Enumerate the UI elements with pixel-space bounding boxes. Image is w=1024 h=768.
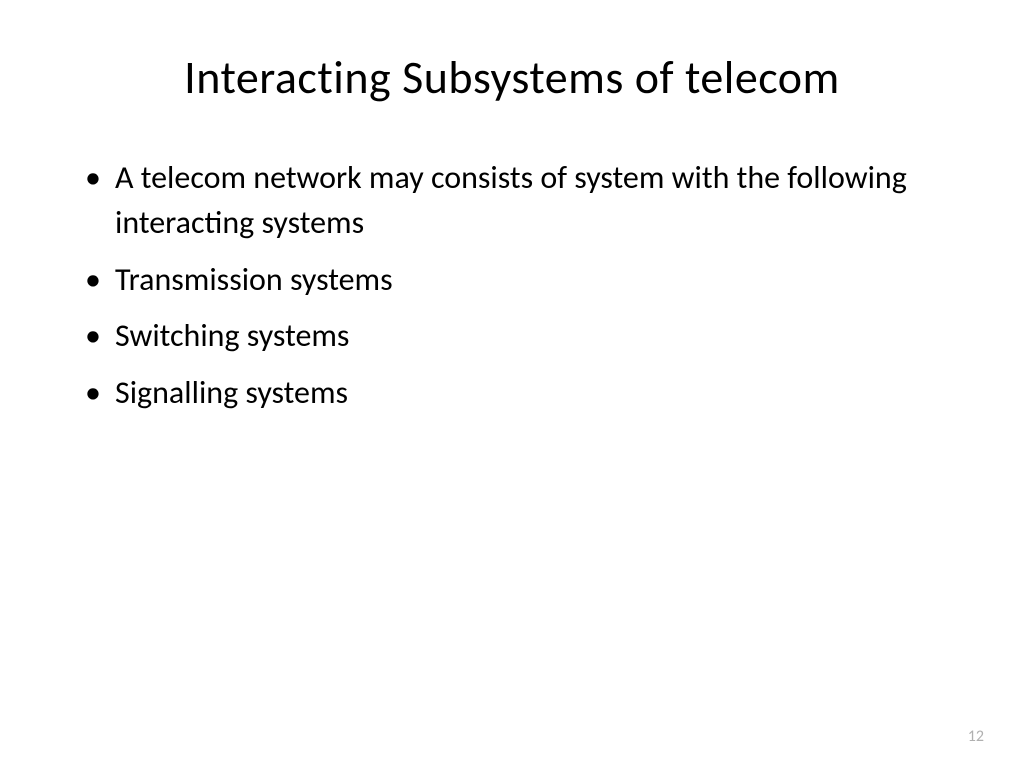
list-item: Signalling systems [85,371,959,416]
list-item: Switching systems [85,314,959,359]
slide-container: Interacting Subsystems of telecom A tele… [0,0,1024,768]
list-item: Transmission systems [85,258,959,303]
list-item: A telecom network may consists of system… [85,156,959,246]
bullet-list: A telecom network may consists of system… [65,156,959,428]
slide-title: Interacting Subsystems of telecom [65,50,959,106]
page-number: 12 [968,727,984,746]
